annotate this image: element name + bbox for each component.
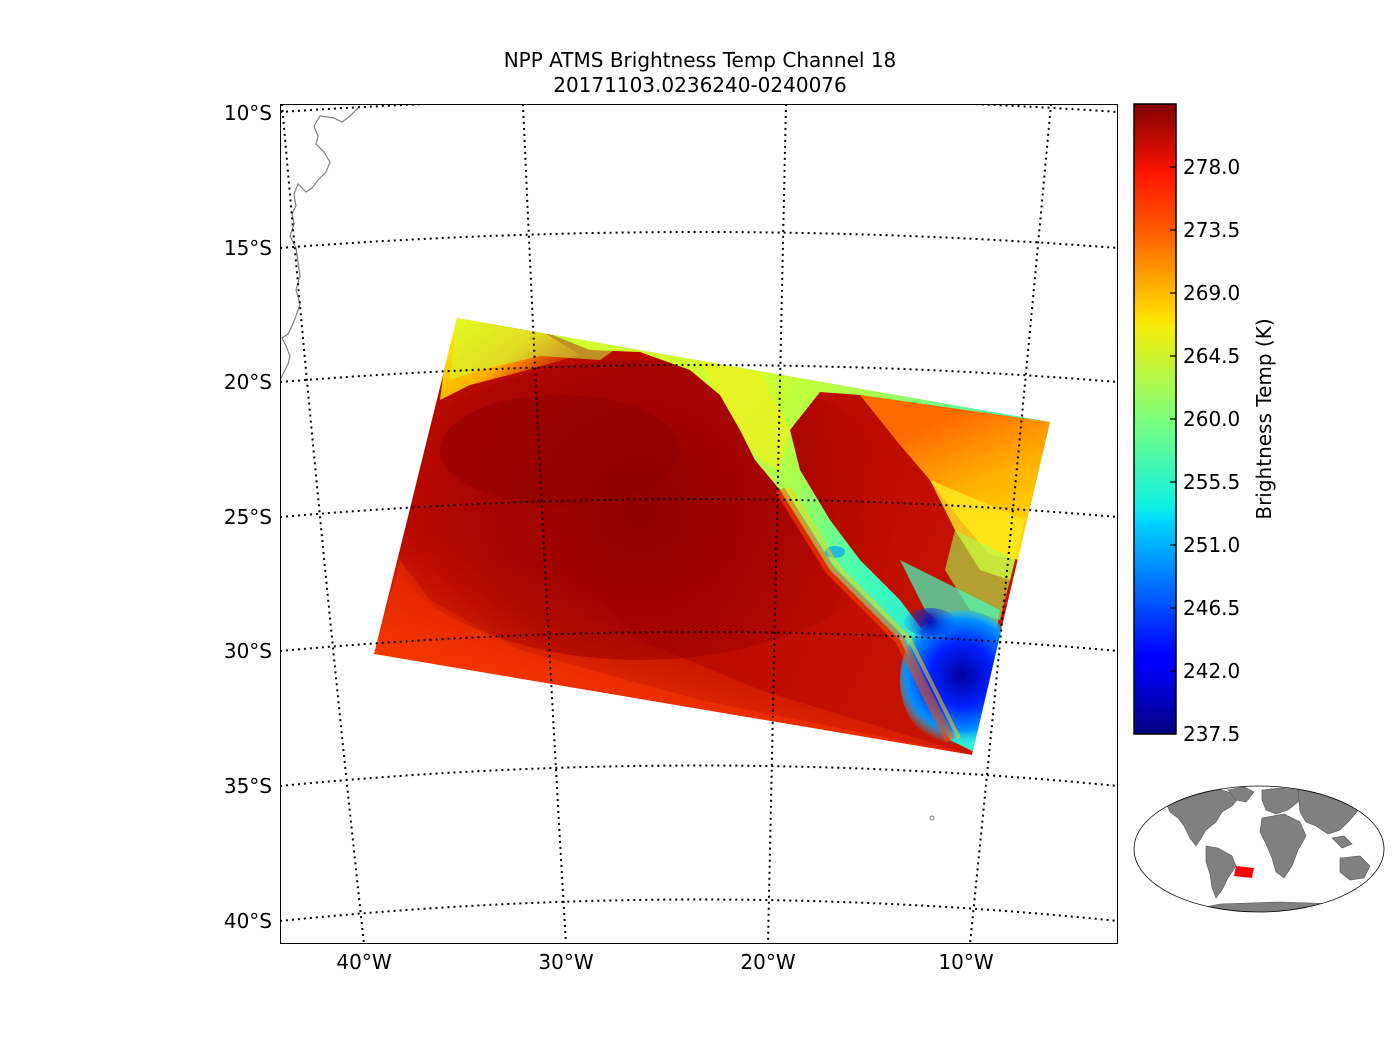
inset-land-australia	[1339, 855, 1371, 881]
lat-label: 15°S	[224, 236, 272, 260]
longitude-labels: 40°W 30°W 20°W 10°W	[336, 950, 993, 974]
latitude-labels: 10°S 15°S 20°S 25°S 30°S 35°S 40°S	[224, 101, 272, 933]
colorbar-ticks: 278.0 273.5 269.0 264.5 260.0 255.5 251.0 246.5…	[1170, 155, 1240, 746]
coastline-south-america	[280, 105, 361, 381]
inset-swath-highlight	[1234, 866, 1254, 878]
colorbar-tick-label: 278.0	[1183, 155, 1240, 179]
colorbar-tick-label: 242.0	[1183, 659, 1240, 683]
lon-label: 40°W	[336, 950, 391, 974]
colorbar-tick-label: 273.5	[1183, 218, 1240, 242]
inset-land-south-america	[1205, 845, 1237, 899]
colorbar-tick-label: 251.0	[1183, 533, 1240, 557]
lat-label: 10°S	[224, 101, 272, 125]
inset-land-europe	[1261, 787, 1301, 815]
plot-title-line1: NPP ATMS Brightness Temp Channel 18	[503, 48, 897, 72]
graticule-parallels	[280, 104, 1118, 922]
world-overview-inset	[1133, 785, 1385, 913]
inset-land-africa	[1259, 813, 1307, 879]
colorbar-tick-label: 246.5	[1183, 596, 1240, 620]
colorbar-tick-label: 255.5	[1183, 470, 1240, 494]
colorbar-tick-label: 237.5	[1183, 722, 1240, 746]
colorbar-tick-label: 269.0	[1183, 281, 1240, 305]
inset-land-greenland	[1227, 786, 1255, 803]
lat-label: 30°S	[224, 639, 272, 663]
lon-label: 10°W	[938, 950, 993, 974]
lon-label: 20°W	[740, 950, 795, 974]
colorbar: 278.0 273.5 269.0 264.5 260.0 255.5 251.0 246.5…	[1133, 103, 1276, 746]
colorbar-gradient	[1133, 103, 1177, 735]
lat-label: 20°S	[224, 370, 272, 394]
colorbar-tick-label: 264.5	[1183, 344, 1240, 368]
brightness-temp-swath	[374, 318, 1050, 755]
graticule-meridians	[281, 104, 1052, 944]
plot-title-line2: 20171103.0236240-0240076	[553, 73, 847, 97]
map-panel	[280, 104, 1118, 944]
lat-label: 35°S	[224, 774, 272, 798]
lat-label: 25°S	[224, 505, 272, 529]
lat-label: 40°S	[224, 909, 272, 933]
lon-label: 30°W	[538, 950, 593, 974]
colorbar-label: Brightness Temp (K)	[1252, 318, 1276, 519]
colorbar-tick-label: 260.0	[1183, 407, 1240, 431]
inset-land-southeast-asia	[1331, 835, 1353, 849]
island	[929, 815, 935, 821]
